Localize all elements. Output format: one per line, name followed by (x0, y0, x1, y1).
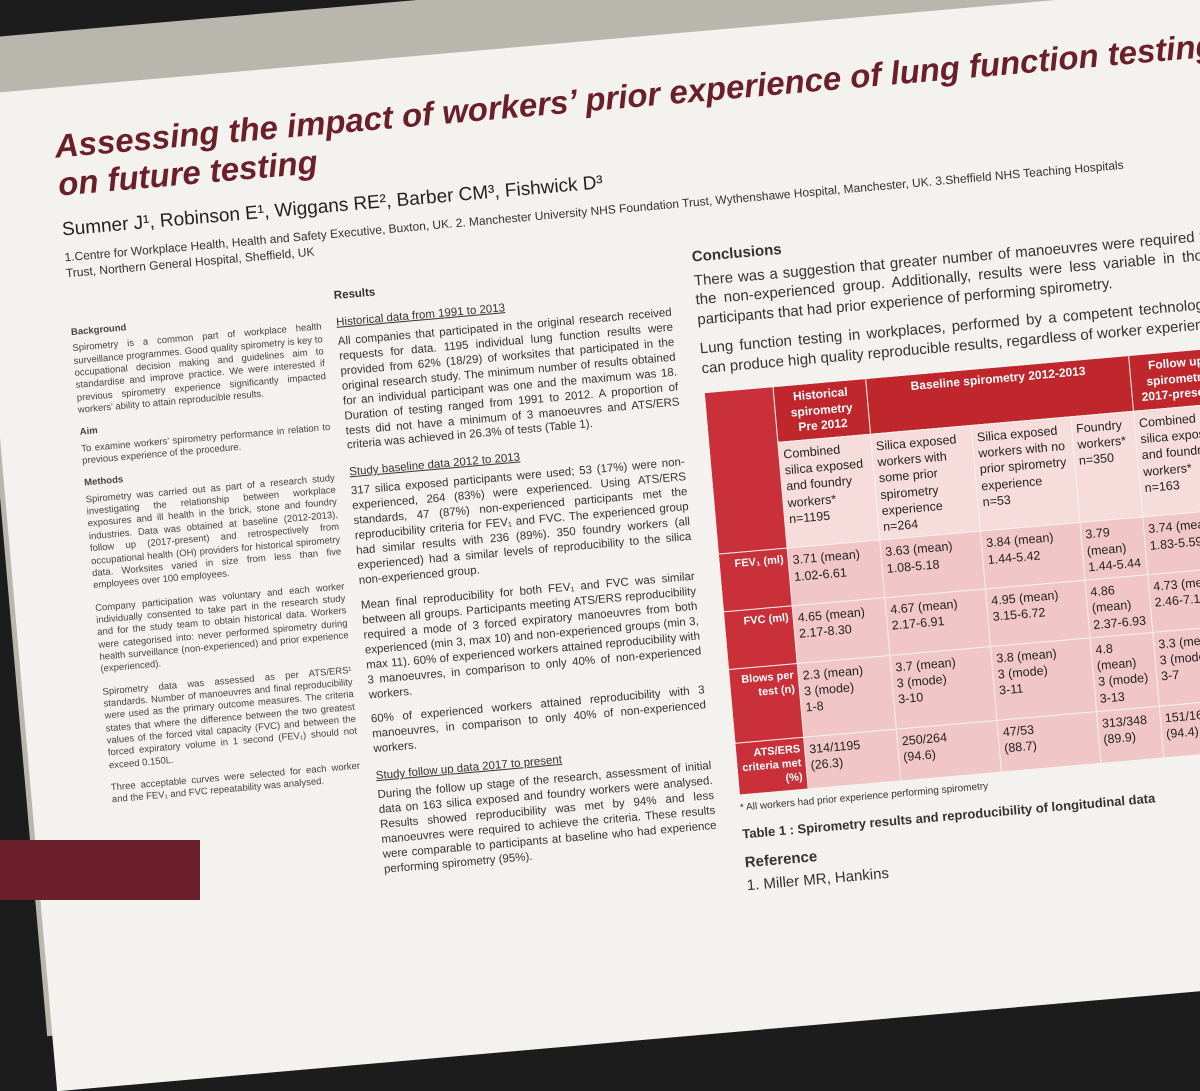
table-cell: 4.95 (mean) 3.15-6.72 (985, 580, 1090, 647)
table-cell: 3.84 (mean) 1.44-5.42 (980, 522, 1085, 589)
period-header: Follow up spirometry 2017-present (1128, 347, 1200, 412)
table-cell: 3.7 (mean) 3 (mode) 3-10 (889, 646, 998, 729)
table-cell: 4.67 (mean) 2.17-6.91 (884, 588, 991, 656)
table-cell: 250/264 (94.6) (896, 720, 1002, 781)
table-cell: 3.74 (mean) 1.83-5.59 (1142, 509, 1200, 575)
table-cell: 4.8 (mean) 3 (mode) 3-13 (1089, 632, 1160, 712)
results-column: Results Historical data from 1991 to 201… (332, 250, 719, 888)
group-header: Combined silica exposed and foundry work… (777, 434, 880, 549)
paragraph: All companies that participated in the o… (337, 306, 680, 452)
paragraph: Spirometry data was assessed as per ATS/… (102, 664, 358, 772)
results-table: Historical spirometry Pre 2012 Baseline s… (704, 347, 1200, 795)
table-cell: 151/160 (94.4) (1159, 697, 1200, 758)
table-cell: 3.8 (mean) 3 (mode) 3-11 (990, 637, 1097, 721)
table-cell: 3.3 (mean) 3 (mode) 3-7 (1152, 624, 1200, 706)
paragraph: Company participation was voluntary and … (94, 580, 350, 676)
table-cell: 47/53 (88.7) (997, 711, 1101, 772)
footer-strip (0, 840, 200, 900)
row-label: Blows per test (n) (728, 663, 804, 744)
period-header: Historical spirometry Pre 2012 (772, 378, 871, 443)
table-cell: 4.65 (mean) 2.17-8.30 (792, 597, 890, 664)
table-cell: 4.73 (mean) 2.46-7.16 (1147, 566, 1200, 633)
table-cell: 4.86 (mean) 2.37-6.93 (1084, 574, 1153, 638)
table-cell: 3.63 (mean) 1.08-5.18 (879, 531, 986, 598)
table-cell: 3.71 (mean) 1.02-6.61 (787, 540, 885, 606)
right-column: Conclusions There was a suggestion that … (690, 192, 1200, 896)
table-cell: 3.79 (mean) 1.44-5.44 (1079, 517, 1148, 581)
left-column: Background Spirometry is a common part of… (70, 295, 363, 817)
table-cell: 313/348 (89.9) (1096, 705, 1164, 764)
group-header: Foundry workers* n=350 (1070, 411, 1143, 523)
row-label: ATS/ERS criteria met (%) (734, 737, 809, 795)
group-header: Combined silica exposed and foundry work… (1133, 402, 1200, 518)
row-label: FEV₁ (ml) (718, 548, 793, 612)
row-label: FVC (ml) (723, 605, 798, 670)
table-cell: 2.3 (mean) 3 (mode) 1-8 (797, 655, 897, 738)
paragraph: Spirometry was carried out as part of a … (85, 472, 342, 592)
paragraph: Mean final reproducibility for both FEV₁… (360, 570, 702, 702)
table-cell: 314/1195 (26.3) (803, 728, 901, 789)
group-header: Silica exposed workers with no prior spi… (971, 416, 1080, 532)
group-header: Silica exposed workers with some prior s… (870, 425, 981, 541)
